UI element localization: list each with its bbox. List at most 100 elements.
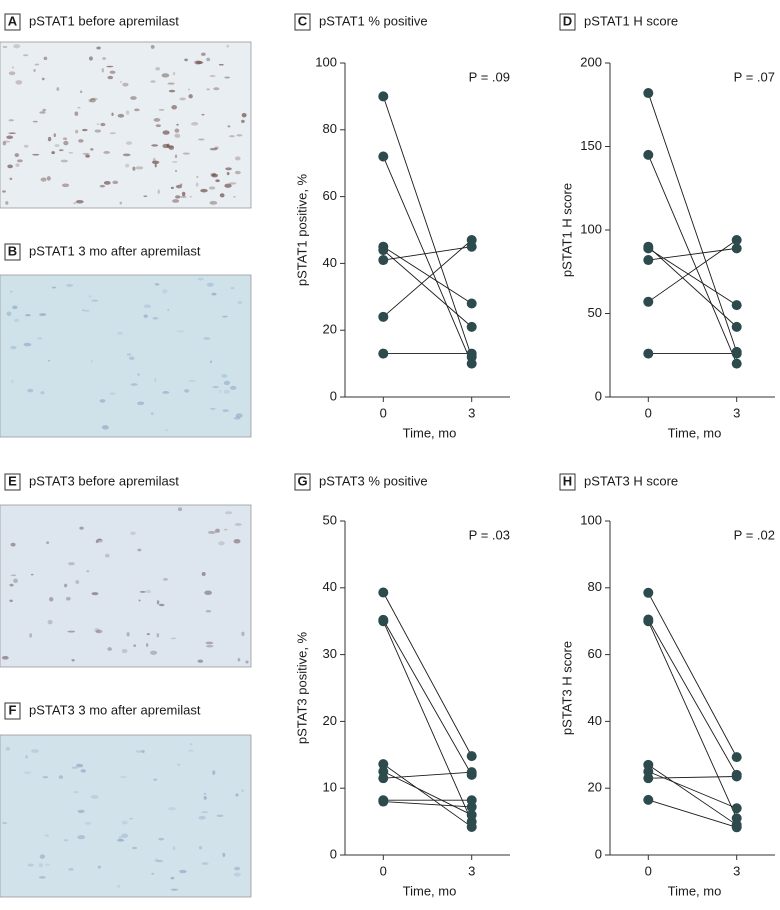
y-tick-label: 150 xyxy=(580,138,602,153)
y-tick-label: 0 xyxy=(330,846,337,861)
cell xyxy=(10,542,16,547)
cell xyxy=(241,112,247,118)
cell xyxy=(156,633,160,638)
cell xyxy=(13,318,19,322)
p-value-annotation: P = .07 xyxy=(734,69,775,84)
cell xyxy=(195,182,199,187)
cell xyxy=(78,139,84,143)
subject-line xyxy=(648,764,737,826)
cell xyxy=(154,163,157,168)
cell xyxy=(154,858,159,863)
cell xyxy=(172,199,180,203)
cell xyxy=(215,179,220,183)
cell xyxy=(75,199,84,204)
cell xyxy=(137,401,145,406)
cell xyxy=(196,175,199,179)
cell xyxy=(198,845,203,850)
cell xyxy=(143,195,148,198)
cell xyxy=(154,283,160,286)
cell xyxy=(23,771,32,775)
cell xyxy=(85,154,90,158)
cell xyxy=(76,763,84,768)
cell xyxy=(200,188,208,193)
cell xyxy=(97,538,102,541)
cell xyxy=(233,416,241,420)
cell xyxy=(75,579,80,584)
cell xyxy=(79,90,83,94)
cell xyxy=(137,548,142,552)
cell xyxy=(109,70,116,74)
cell xyxy=(27,388,34,393)
cell xyxy=(181,191,186,197)
data-point xyxy=(643,794,654,805)
cell xyxy=(15,80,23,85)
cell xyxy=(170,637,177,640)
x-tick-label: 3 xyxy=(468,405,475,420)
cell xyxy=(209,75,216,78)
cell xyxy=(95,540,99,544)
data-point xyxy=(731,300,742,311)
cell xyxy=(9,290,13,293)
cell xyxy=(221,374,228,378)
cell xyxy=(13,578,18,584)
cell xyxy=(39,313,47,316)
cell xyxy=(235,413,243,418)
panel-title: pSTAT1 before apremilast xyxy=(29,13,179,28)
data-point xyxy=(378,255,389,266)
cell xyxy=(109,132,116,135)
cell xyxy=(219,193,225,198)
cell xyxy=(170,888,178,891)
cell xyxy=(229,135,235,138)
cell xyxy=(172,846,176,851)
cell xyxy=(40,177,47,182)
cell xyxy=(224,76,231,79)
cell xyxy=(233,195,236,198)
cell xyxy=(174,133,181,138)
cell xyxy=(179,869,187,874)
data-point xyxy=(378,587,389,598)
panel-letter-box xyxy=(4,702,21,720)
subject-line xyxy=(647,619,738,776)
cell xyxy=(15,163,20,168)
data-point xyxy=(466,321,477,332)
cell xyxy=(101,425,109,430)
cell xyxy=(222,409,229,412)
panel-letter: C xyxy=(298,13,308,28)
cell xyxy=(189,743,193,746)
cell xyxy=(41,77,45,81)
cell xyxy=(171,160,178,163)
cell xyxy=(117,113,125,118)
subject-line xyxy=(382,619,473,776)
cell xyxy=(168,145,175,150)
cell xyxy=(8,71,16,76)
cell xyxy=(67,562,75,566)
data-point xyxy=(643,255,654,266)
subject-line xyxy=(648,776,737,779)
p-value-annotation: P = .03 xyxy=(469,527,510,542)
y-tick-label: 100 xyxy=(580,512,602,527)
cell xyxy=(54,144,60,148)
cell xyxy=(23,54,29,57)
cell xyxy=(213,87,220,91)
cell xyxy=(10,345,17,350)
cell xyxy=(241,789,245,793)
cell xyxy=(94,628,100,633)
cell xyxy=(91,299,99,302)
cell xyxy=(151,872,154,875)
y-tick-label: 20 xyxy=(323,322,337,337)
cell xyxy=(187,88,190,91)
subject-line xyxy=(383,771,472,779)
cell xyxy=(9,599,13,603)
cell xyxy=(2,46,8,48)
data-point xyxy=(643,296,654,307)
cell xyxy=(106,65,114,68)
panel-letter-box xyxy=(4,243,21,261)
data-point xyxy=(643,587,654,598)
data-point xyxy=(731,822,742,833)
cell xyxy=(132,166,136,171)
cell xyxy=(204,590,212,596)
panel-title: pSTAT3 before apremilast xyxy=(29,473,179,488)
cell xyxy=(122,82,129,87)
cell xyxy=(203,796,207,800)
cell xyxy=(154,377,157,383)
